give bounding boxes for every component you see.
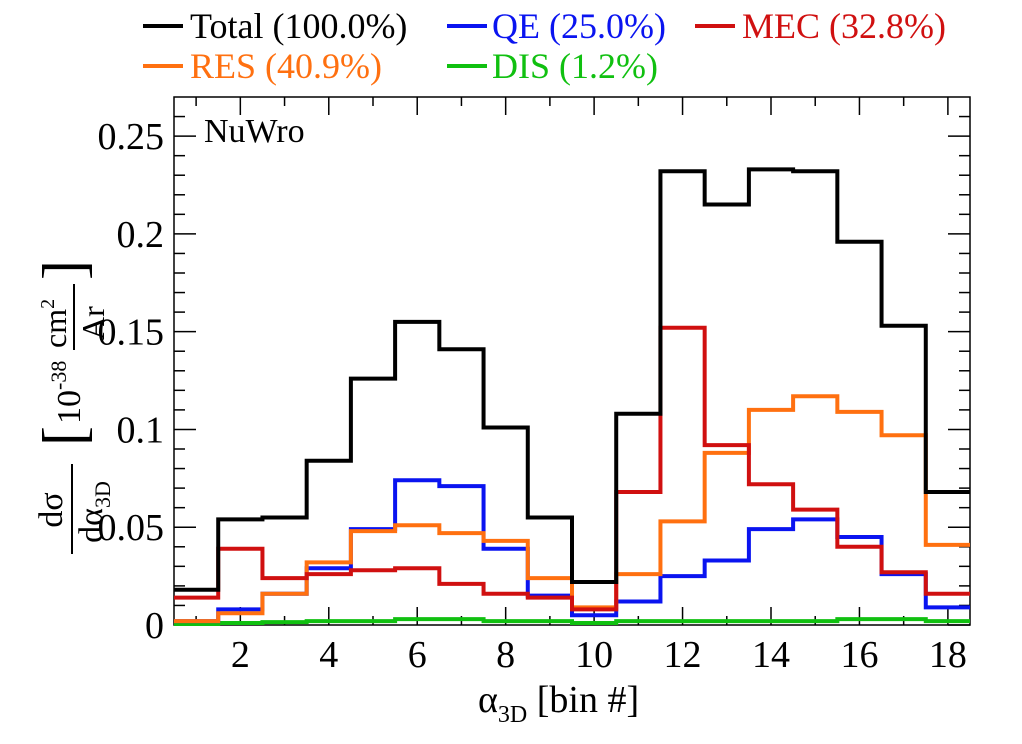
- x-axis-label-main: α: [478, 679, 498, 721]
- y-label-bracket-right: ]: [31, 260, 97, 280]
- legend-item-mec: MEC (32.8%): [695, 6, 946, 46]
- x-axis-label-rest: [bin #]: [527, 679, 639, 721]
- x-tick-label: 6: [408, 634, 427, 676]
- y-tick-label: 0: [145, 605, 164, 647]
- y-tick-label: 0.15: [98, 312, 165, 354]
- legend-item-dis: DIS (1.2%): [447, 46, 658, 86]
- x-tick-label: 12: [664, 634, 702, 676]
- y-label-den-sub: 3D: [90, 481, 115, 508]
- x-tick-label: 8: [496, 634, 515, 676]
- legend-label-mec: MEC (32.8%): [742, 6, 946, 46]
- y-tick-label: 0.1: [117, 409, 165, 451]
- y-label-den-main: dα: [73, 508, 110, 543]
- x-tick-label: 16: [840, 634, 878, 676]
- x-axis-label-sub: 3D: [498, 702, 527, 728]
- series-dis: [174, 617, 970, 627]
- series-res: [174, 394, 970, 624]
- axis-ticks: 2 4 6 8 10 12 14 16 18 0 0.05 0.1 0.15 0.2 0.25: [98, 97, 970, 676]
- x-tick-label: 2: [231, 634, 250, 676]
- y-axis-label: dσ dα3D [ 10-38 cm2 Ar ]: [31, 260, 115, 554]
- y-label-unit-num: cm2: [37, 299, 73, 348]
- legend-label-res: RES (40.9%): [190, 46, 382, 86]
- legend-item-qe: QE (25.0%): [447, 6, 666, 46]
- legend: Total (100.0%) QE (25.0%) MEC (32.8%) RE…: [143, 6, 946, 86]
- x-tick-label: 14: [752, 634, 790, 676]
- x-tick-label: 4: [319, 634, 338, 676]
- y-tick-label: 0.05: [98, 507, 165, 549]
- y-tick-label: 0.25: [98, 116, 165, 158]
- x-tick-label: 10: [575, 634, 613, 676]
- legend-label-total: Total (100.0%): [190, 6, 407, 46]
- y-label-unit-cm: cm: [37, 309, 73, 348]
- x-axis-label: α3D [bin #]: [478, 679, 639, 728]
- legend-label-qe: QE (25.0%): [492, 6, 666, 46]
- legend-item-res: RES (40.9%): [143, 46, 382, 86]
- y-label-fraction-den: dα3D: [73, 481, 115, 543]
- series-total: [174, 167, 970, 592]
- y-label-unit-cm-exp: 2: [37, 299, 59, 309]
- series-layer: [174, 167, 970, 627]
- x-tick-label: 18: [929, 634, 967, 676]
- y-label-bracket-left: [: [31, 426, 97, 446]
- legend-label-dis: DIS (1.2%): [492, 46, 658, 86]
- y-label-unit-den: Ar: [75, 306, 111, 340]
- y-label-fraction-num: dσ: [33, 492, 70, 527]
- y-tick-label: 0.2: [117, 214, 165, 256]
- y-label-unit-base: 10: [51, 390, 88, 424]
- legend-item-total: Total (100.0%): [143, 6, 407, 46]
- chart-annotation: NuWro: [204, 113, 305, 150]
- series-mec: [174, 325, 970, 612]
- y-label-unit-exp: -38: [46, 361, 71, 390]
- y-label-unit-prefix: 10-38: [46, 361, 88, 424]
